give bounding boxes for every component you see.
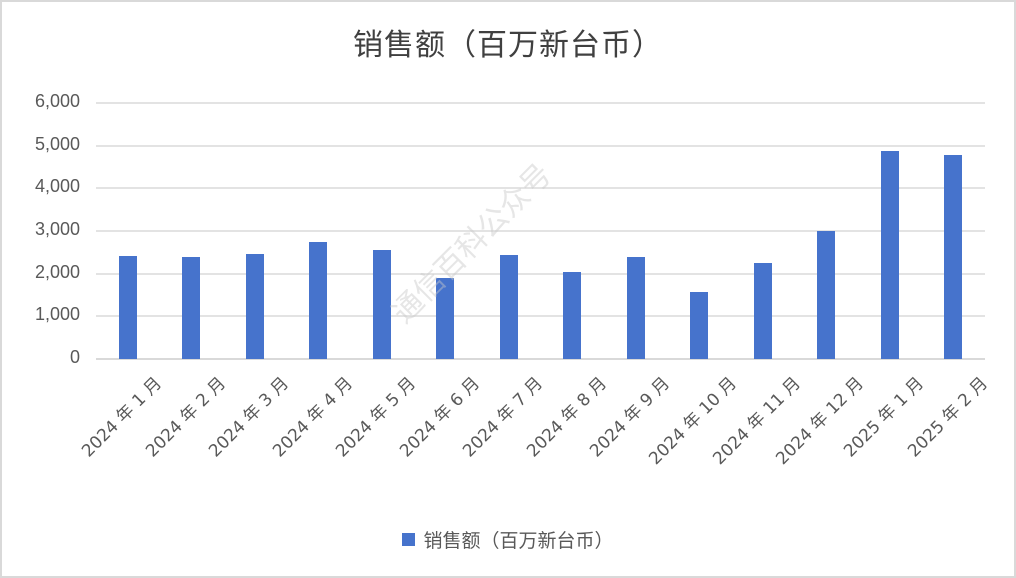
y-tick-label: 4,000 <box>34 176 80 197</box>
y-tick-label: 6,000 <box>34 91 80 111</box>
bar[interactable] <box>182 256 201 359</box>
bar[interactable] <box>944 155 963 359</box>
gridline <box>96 315 985 318</box>
y-tick-label: 5,000 <box>34 133 80 154</box>
bar[interactable] <box>817 231 836 359</box>
gridline <box>96 230 985 232</box>
gridline <box>96 272 985 275</box>
y-tick-label: 3,000 <box>34 219 80 239</box>
bar[interactable] <box>245 253 264 359</box>
y-tick-label: 1,000 <box>34 304 80 325</box>
y-tick-label: 2,000 <box>34 261 80 282</box>
gridline <box>96 358 985 360</box>
y-tick-label: 0 <box>69 347 80 367</box>
legend[interactable]: 销售额（百万新台币） <box>0 526 1016 553</box>
bar[interactable] <box>690 291 709 359</box>
gridline <box>96 144 985 147</box>
plot-area <box>96 102 985 360</box>
bar[interactable] <box>563 272 582 359</box>
bar[interactable] <box>499 255 518 359</box>
gridline <box>96 102 985 104</box>
bar[interactable] <box>372 249 391 359</box>
bar[interactable] <box>436 278 455 359</box>
gridline <box>96 187 985 190</box>
bar[interactable] <box>880 150 899 359</box>
bar[interactable] <box>309 241 328 359</box>
legend-label: 销售额（百万新台币） <box>423 530 614 552</box>
bar[interactable] <box>753 263 772 359</box>
bar[interactable] <box>626 256 645 359</box>
chart-title: 销售额（百万新台币） <box>353 28 663 63</box>
legend-swatch <box>402 533 416 546</box>
bar[interactable] <box>118 255 137 359</box>
